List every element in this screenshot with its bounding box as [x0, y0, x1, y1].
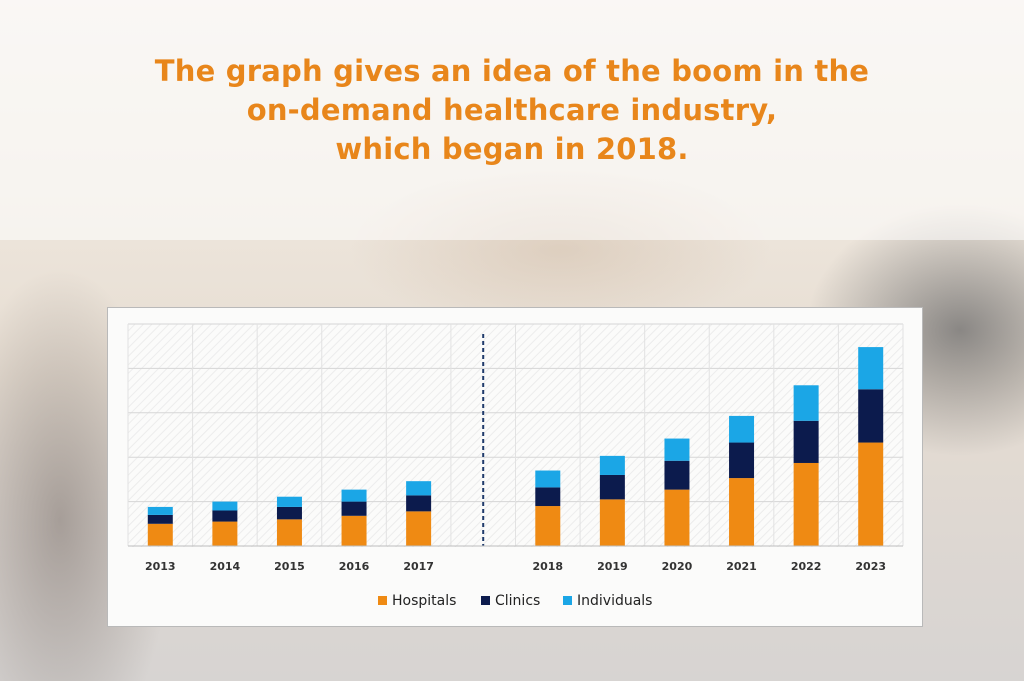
headline-line-2: on-demand healthcare industry, — [246, 93, 778, 127]
x-tick-label: 2014 — [210, 560, 241, 573]
x-tick-label: 2019 — [597, 560, 628, 573]
bar-individuals-2014 — [212, 501, 238, 511]
bar-hospitals-2022 — [793, 462, 819, 546]
legend-label-hospitals: Hospitals — [392, 593, 456, 609]
legend-swatch-individuals — [563, 596, 572, 605]
bar-hospitals-2017 — [406, 511, 432, 546]
bar-individuals-2016 — [341, 489, 367, 502]
x-tick-label: 2020 — [662, 560, 693, 573]
bar-clinics-2017 — [406, 495, 432, 512]
bar-clinics-2023 — [858, 389, 884, 443]
bar-clinics-2016 — [341, 501, 367, 516]
x-tick-label: 2018 — [532, 560, 563, 573]
headline: The graph gives an idea of the boom in t… — [62, 52, 962, 169]
legend-swatch-clinics — [481, 596, 490, 605]
x-tick-label: 2021 — [726, 560, 757, 573]
x-tick-label: 2023 — [855, 560, 886, 573]
bar-individuals-2019 — [599, 455, 625, 475]
bar-hospitals-2021 — [729, 478, 755, 546]
bar-hospitals-2020 — [664, 489, 690, 546]
bar-clinics-2018 — [535, 487, 561, 507]
bar-hospitals-2018 — [535, 506, 561, 546]
bar-hospitals-2019 — [599, 499, 625, 546]
bar-clinics-2020 — [664, 460, 690, 490]
bar-hospitals-2013 — [147, 523, 173, 546]
bar-individuals-2017 — [406, 481, 432, 496]
bar-clinics-2015 — [276, 506, 302, 520]
bar-clinics-2013 — [147, 514, 173, 524]
chart-card: 2013 2014 2015 2016 2017 2018 2019 2020 2021 2022… — [107, 307, 923, 627]
legend-label-clinics: Clinics — [495, 593, 540, 609]
bar-individuals-2013 — [147, 506, 173, 515]
headline-backdrop — [0, 0, 1024, 240]
legend-label-individuals: Individuals — [577, 593, 652, 609]
bar-hospitals-2016 — [341, 515, 367, 546]
bar-individuals-2023 — [858, 347, 884, 390]
x-tick-label: 2022 — [791, 560, 822, 573]
stacked-bar-chart: 2013 2014 2015 2016 2017 2018 2019 2020 2021 2022… — [127, 323, 904, 609]
legend-swatch-hospitals — [378, 596, 387, 605]
bar-individuals-2021 — [729, 415, 755, 443]
bar-hospitals-2015 — [276, 519, 302, 546]
bar-individuals-2022 — [793, 385, 819, 421]
x-tick-label: 2013 — [145, 560, 176, 573]
bar-hospitals-2014 — [212, 521, 238, 546]
x-tick-label: 2015 — [274, 560, 305, 573]
bar-clinics-2019 — [599, 474, 625, 500]
headline-line-3: which began in 2018. — [335, 132, 689, 166]
bar-hospitals-2023 — [858, 442, 884, 546]
x-tick-label: 2016 — [339, 560, 370, 573]
headline-line-1: The graph gives an idea of the boom in t… — [154, 54, 870, 88]
x-tick-label: 2017 — [403, 560, 434, 573]
bar-clinics-2014 — [212, 510, 238, 522]
bar-clinics-2022 — [793, 420, 819, 463]
bar-clinics-2021 — [729, 442, 755, 479]
bar-individuals-2020 — [664, 438, 690, 461]
bar-individuals-2018 — [535, 470, 561, 488]
bar-individuals-2015 — [276, 496, 302, 507]
